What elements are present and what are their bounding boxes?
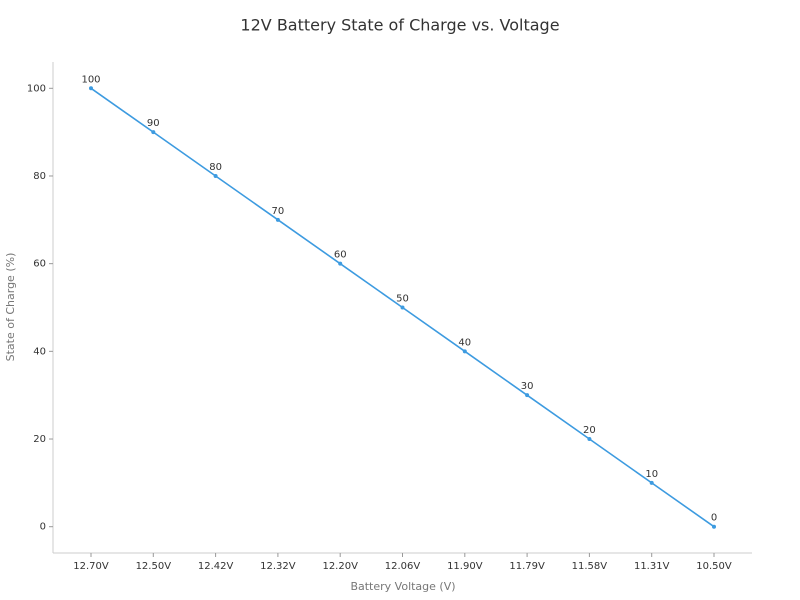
data-point [712,524,716,529]
x-tick-label: 12.20V [322,561,358,572]
y-tick-label: 60 [33,259,46,270]
data-point [338,261,343,266]
x-tick-label: 12.32V [260,561,296,572]
data-point [89,86,93,91]
data-point [587,437,592,442]
y-tick-label: 100 [27,83,46,94]
x-tick-label: 11.90V [447,561,483,572]
data-label: 30 [521,381,534,392]
x-tick-label: 11.58V [572,561,608,572]
y-tick-label: 80 [33,171,46,182]
data-point [525,393,530,398]
x-axis-label: Battery Voltage (V) [350,580,455,593]
data-label: 40 [458,337,471,348]
data-label: 50 [396,294,409,305]
y-tick-label: 40 [33,346,46,357]
y-tick-label: 0 [40,522,46,533]
x-tick-label: 11.31V [634,561,670,572]
data-point [462,349,467,354]
data-label: 0 [711,513,717,524]
data-label: 80 [209,162,222,173]
data-point [151,130,156,135]
data-label: 10 [645,469,658,480]
y-tick-label: 20 [33,434,46,445]
y-axis-label: State of Charge (%) [4,253,17,362]
data-label: 100 [81,74,100,85]
data-point [400,305,405,310]
data-point [213,173,218,178]
data-label: 20 [583,425,596,436]
x-tick-label: 12.06V [385,561,421,572]
chart-title: 12V Battery State of Charge vs. Voltage [240,16,559,35]
data-point [275,217,280,222]
data-label: 90 [147,118,160,129]
data-label: 60 [334,250,347,261]
data-label: 70 [272,206,285,217]
x-tick-label: 10.50V [696,561,732,572]
x-tick-label: 12.42V [198,561,234,572]
x-tick-label: 12.50V [136,561,172,572]
data-point [649,480,654,485]
x-tick-label: 11.79V [509,561,545,572]
x-tick-label: 12.70V [73,561,109,572]
